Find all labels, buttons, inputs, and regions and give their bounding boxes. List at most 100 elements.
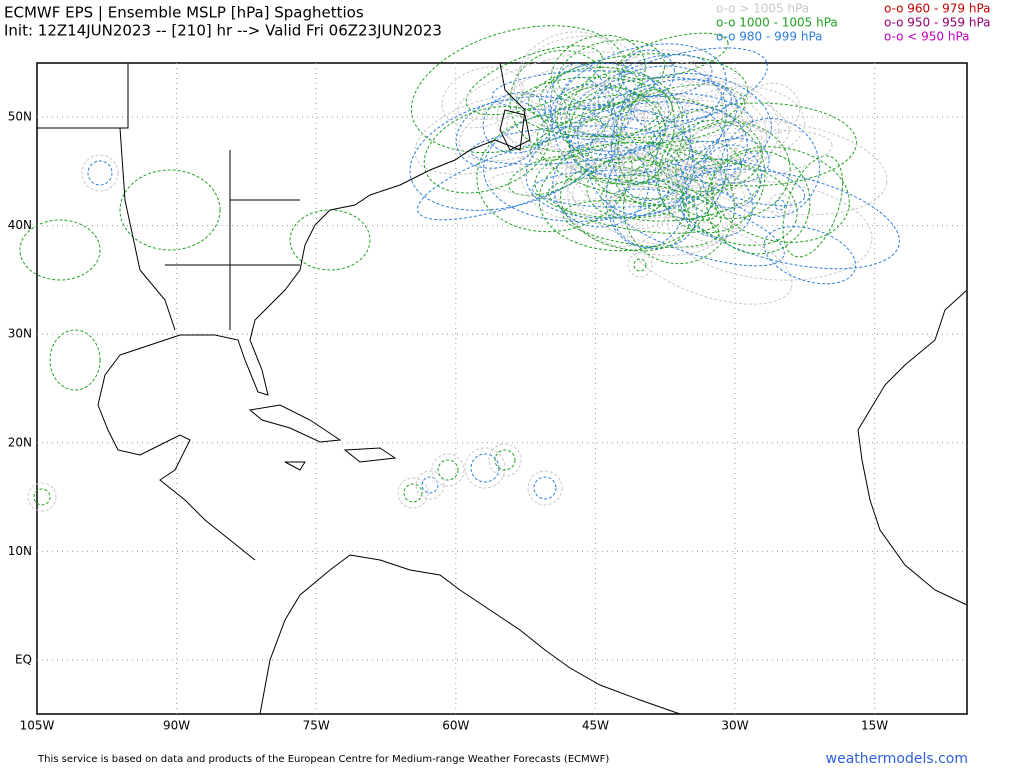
contour [564, 78, 790, 163]
lat-label: 40N [8, 218, 32, 232]
contour [421, 476, 439, 494]
contour [568, 87, 661, 185]
lon-label: 90W [163, 719, 190, 733]
contour [679, 120, 888, 216]
contour [568, 47, 768, 138]
contour [431, 453, 465, 487]
contour [572, 172, 734, 248]
lat-label: 50N [8, 110, 32, 124]
contour [533, 476, 557, 500]
contour [556, 85, 666, 164]
contour [763, 226, 857, 285]
contour [569, 78, 738, 176]
contour [577, 65, 727, 184]
footer-notice: This service is based on data and produc… [37, 754, 609, 765]
contour [87, 160, 113, 186]
contour [617, 89, 675, 186]
brand: weathermodels.com [826, 751, 968, 767]
contour [517, 31, 617, 110]
lon-label: 30W [721, 719, 748, 733]
legend-entry: o-o 950 - 959 hPa [884, 16, 991, 30]
contour [703, 137, 770, 184]
contour [81, 154, 119, 192]
contour [423, 106, 550, 194]
lon-label: 60W [442, 719, 469, 733]
contour [667, 180, 873, 281]
contour [643, 62, 726, 182]
legend-entry: o-o 980 - 999 hPa [716, 30, 823, 44]
lat-label: 30N [8, 327, 32, 341]
caribbean [248, 404, 397, 471]
contour [627, 252, 653, 278]
contour [513, 35, 646, 133]
contour [633, 258, 647, 272]
contour [701, 144, 762, 209]
contour [519, 116, 624, 220]
contour [491, 70, 655, 111]
contour [119, 169, 221, 251]
contour [591, 117, 717, 214]
contour [437, 459, 459, 481]
contour [560, 165, 690, 252]
contour [745, 82, 801, 135]
contour [525, 101, 748, 219]
contour [616, 84, 746, 144]
contour [547, 177, 722, 234]
lat-label: EQ [15, 653, 32, 667]
contour [606, 153, 677, 230]
contour [470, 125, 658, 165]
contour [508, 155, 587, 196]
contour [515, 76, 673, 138]
contour [538, 141, 714, 252]
coastlines [37, 62, 968, 715]
contour [464, 447, 506, 489]
contour [488, 167, 693, 202]
map-frame [36, 62, 968, 715]
contour [663, 77, 744, 169]
lat-label: 20N [8, 435, 32, 449]
contour [458, 87, 596, 162]
contour [675, 121, 791, 219]
contour [554, 43, 727, 152]
north-america-coast [97, 62, 526, 561]
contour [604, 49, 697, 109]
contour [403, 483, 423, 503]
legend-entry: o-o 960 - 979 hPa [884, 2, 991, 16]
contour [710, 146, 850, 243]
contour [666, 81, 780, 176]
contour [488, 443, 522, 477]
contour [633, 92, 754, 143]
contour [706, 150, 811, 255]
contour [626, 216, 793, 305]
africa-coast [857, 289, 968, 606]
contour [615, 129, 833, 190]
legend-entry: o-o 1000 - 1005 hPa [716, 16, 838, 30]
contour [616, 99, 763, 187]
title: ECMWF EPS | Ensemble MSLP [hPa] Spaghett… [4, 4, 364, 22]
legend-entry: o-o > 1005 hPa [716, 2, 809, 16]
contour [680, 171, 754, 238]
contour [527, 470, 563, 506]
contour [675, 168, 900, 270]
contour [465, 45, 603, 116]
lon-label: 105W [20, 719, 55, 733]
contour [550, 84, 632, 141]
contour [49, 329, 101, 391]
contour [720, 118, 820, 218]
contour [609, 91, 710, 177]
lon-label: 15W [861, 719, 888, 733]
contour [674, 168, 747, 243]
contour [567, 134, 674, 248]
contour [441, 66, 524, 129]
contour [529, 100, 662, 161]
contour [527, 66, 643, 124]
graticule: 105W 90W 75W 60W 45W 30W 15W 50N 40N 30N 20N 10N EQ [8, 63, 967, 733]
contour [612, 180, 698, 249]
subtitle: Init: 12Z14JUN2023 -- [210] hr --> Valid… [4, 22, 442, 40]
contour [554, 157, 727, 256]
contour [587, 110, 695, 217]
contour [415, 470, 445, 500]
contour [550, 34, 646, 111]
